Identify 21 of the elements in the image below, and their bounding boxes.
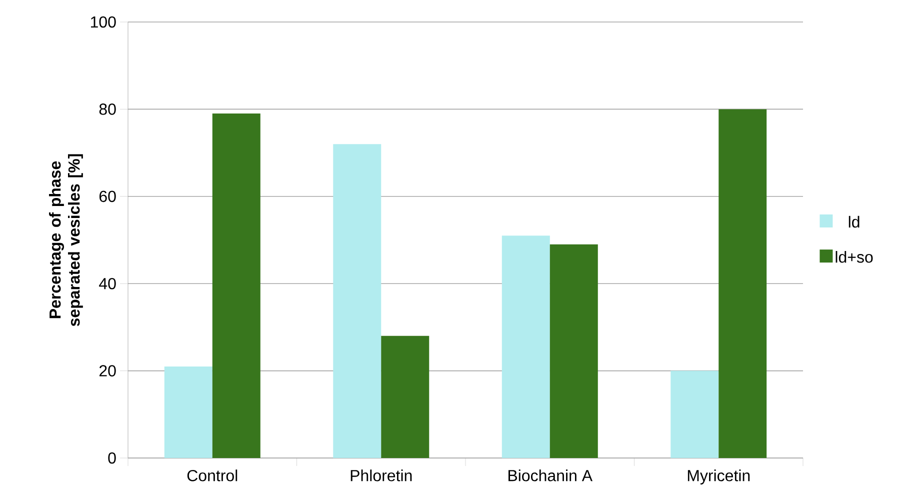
legend-label: ld xyxy=(848,216,860,228)
bar xyxy=(550,244,598,458)
bar xyxy=(333,144,382,458)
bar xyxy=(212,114,260,458)
y-tick-label: 80 xyxy=(99,104,116,115)
y-axis-title: Percentage of phase separated vesicles [%] xyxy=(49,154,83,326)
bar xyxy=(164,366,212,458)
legend-label: ld+so xyxy=(836,251,873,263)
bar xyxy=(502,236,550,458)
bar xyxy=(718,109,767,458)
x-tick-label: Myricetin xyxy=(688,470,750,484)
bar xyxy=(381,336,430,458)
y-tick-label: 40 xyxy=(99,278,116,290)
x-tick-label: Phloretin xyxy=(350,470,412,482)
y-tick-label: 0 xyxy=(108,452,116,464)
y-tick-label: 20 xyxy=(99,365,116,376)
x-tick-label: Control xyxy=(187,470,238,482)
bar xyxy=(670,370,719,458)
y-tick-label: 100 xyxy=(91,16,116,28)
x-tick-label: Biochanin A xyxy=(508,470,593,482)
y-tick-label: 60 xyxy=(99,190,116,202)
